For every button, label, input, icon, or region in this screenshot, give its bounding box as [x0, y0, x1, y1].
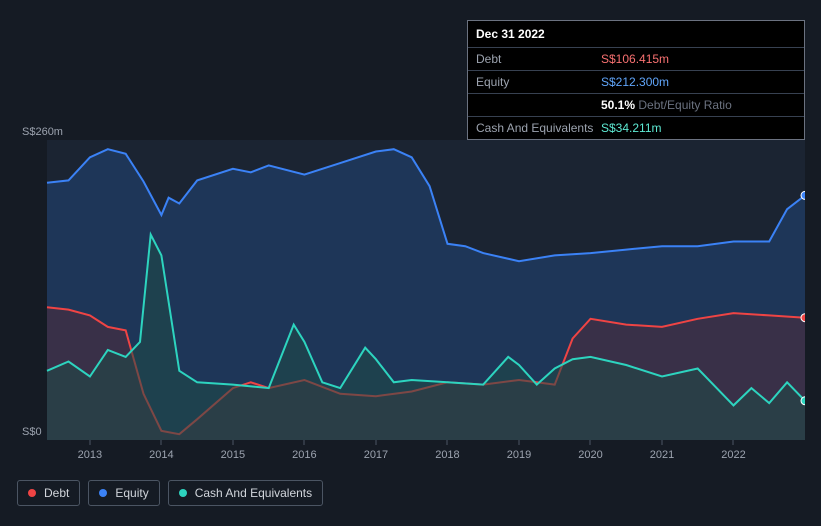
tooltip-value-equity: S$212.300m [601, 75, 669, 89]
tooltip-value-ratio: 50.1% Debt/Equity Ratio [601, 98, 732, 112]
tooltip-label [476, 98, 601, 112]
chart-area[interactable] [17, 140, 805, 440]
x-tick-mark [375, 440, 376, 445]
x-tick-label: 2019 [507, 449, 531, 461]
x-tick-mark [733, 440, 734, 445]
legend-dot-debt [28, 489, 36, 497]
end-marker-debt [801, 314, 805, 322]
x-tick-label: 2016 [292, 449, 316, 461]
legend-label: Cash And Equivalents [195, 486, 312, 500]
end-marker-equity [801, 191, 805, 199]
x-tick-mark [304, 440, 305, 445]
ratio-label: Debt/Equity Ratio [638, 98, 731, 112]
legend: Debt Equity Cash And Equivalents [17, 480, 323, 506]
tooltip-label: Equity [476, 75, 601, 89]
x-tick-label: 2013 [78, 449, 102, 461]
tooltip-row-cash: Cash And Equivalents S$34.211m [468, 117, 804, 139]
tooltip-value-debt: S$106.415m [601, 52, 669, 66]
tooltip-row-debt: Debt S$106.415m [468, 48, 804, 71]
x-tick-mark [232, 440, 233, 445]
x-tick-mark [89, 440, 90, 445]
legend-item-debt[interactable]: Debt [17, 480, 80, 506]
legend-dot-cash [179, 489, 187, 497]
x-tick-label: 2022 [721, 449, 745, 461]
x-tick-label: 2021 [650, 449, 674, 461]
x-tick-label: 2020 [578, 449, 602, 461]
tooltip-date: Dec 31 2022 [468, 21, 804, 48]
x-tick-label: 2015 [221, 449, 245, 461]
tooltip-row-equity: Equity S$212.300m [468, 71, 804, 94]
tooltip-value-cash: S$34.211m [601, 121, 662, 135]
x-tick-mark [518, 440, 519, 445]
y-tick-max: S$260m [22, 126, 63, 138]
x-tick-mark [590, 440, 591, 445]
legend-dot-equity [99, 489, 107, 497]
x-tick-label: 2018 [435, 449, 459, 461]
legend-item-cash[interactable]: Cash And Equivalents [168, 480, 323, 506]
x-axis: 2013 2014 2015 2016 2017 2018 2019 2020 2021 2022 [47, 445, 805, 465]
legend-label: Debt [44, 486, 69, 500]
x-tick-label: 2014 [149, 449, 173, 461]
x-tick-label: 2017 [364, 449, 388, 461]
tooltip-label: Debt [476, 52, 601, 66]
legend-label: Equity [115, 486, 148, 500]
chart-svg [17, 140, 805, 440]
x-tick-mark [661, 440, 662, 445]
end-marker-cash-and-equivalents [801, 397, 805, 405]
tooltip-label: Cash And Equivalents [476, 121, 601, 135]
tooltip-panel: Dec 31 2022 Debt S$106.415m Equity S$212… [467, 20, 805, 140]
tooltip-row-ratio: 50.1% Debt/Equity Ratio [468, 94, 804, 117]
x-tick-mark [161, 440, 162, 445]
ratio-pct: 50.1% [601, 98, 635, 112]
legend-item-equity[interactable]: Equity [88, 480, 159, 506]
x-tick-mark [447, 440, 448, 445]
